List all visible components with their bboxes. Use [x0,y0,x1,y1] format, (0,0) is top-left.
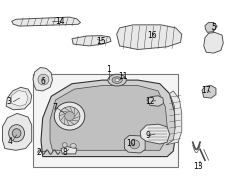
Ellipse shape [9,125,25,142]
Text: 17: 17 [201,86,211,95]
Polygon shape [12,17,81,26]
Ellipse shape [12,129,21,138]
Polygon shape [166,91,182,145]
Ellipse shape [70,144,76,148]
Polygon shape [2,113,32,150]
Text: 8: 8 [62,148,67,157]
Text: 14: 14 [55,17,65,26]
Text: 10: 10 [126,140,135,148]
Polygon shape [6,87,32,110]
Polygon shape [33,68,52,91]
Text: 3: 3 [7,97,12,106]
Polygon shape [204,32,223,53]
Polygon shape [72,36,111,46]
Polygon shape [50,86,167,150]
Polygon shape [117,25,182,50]
Ellipse shape [38,74,49,85]
Ellipse shape [54,102,85,130]
Text: 15: 15 [96,37,106,46]
Ellipse shape [112,77,122,83]
Text: 9: 9 [145,131,150,140]
Polygon shape [61,147,77,154]
Polygon shape [12,91,28,106]
Ellipse shape [130,140,140,149]
Polygon shape [41,80,176,157]
Bar [33,74,178,167]
Text: 16: 16 [148,31,157,40]
Text: 2: 2 [36,148,41,157]
Text: 4: 4 [8,137,13,146]
Polygon shape [205,22,217,32]
Text: 6: 6 [40,77,45,86]
Text: 12: 12 [145,97,155,106]
Polygon shape [202,86,216,98]
Text: 5: 5 [211,23,216,32]
Ellipse shape [62,143,67,147]
Text: 11: 11 [119,72,128,81]
Polygon shape [147,96,163,106]
Ellipse shape [108,74,126,86]
Polygon shape [124,135,145,153]
Text: 1: 1 [106,65,111,74]
Ellipse shape [59,107,80,126]
Ellipse shape [115,79,119,82]
Text: 13: 13 [193,162,203,171]
Polygon shape [140,124,170,144]
Ellipse shape [65,112,74,121]
Text: 7: 7 [52,103,57,112]
